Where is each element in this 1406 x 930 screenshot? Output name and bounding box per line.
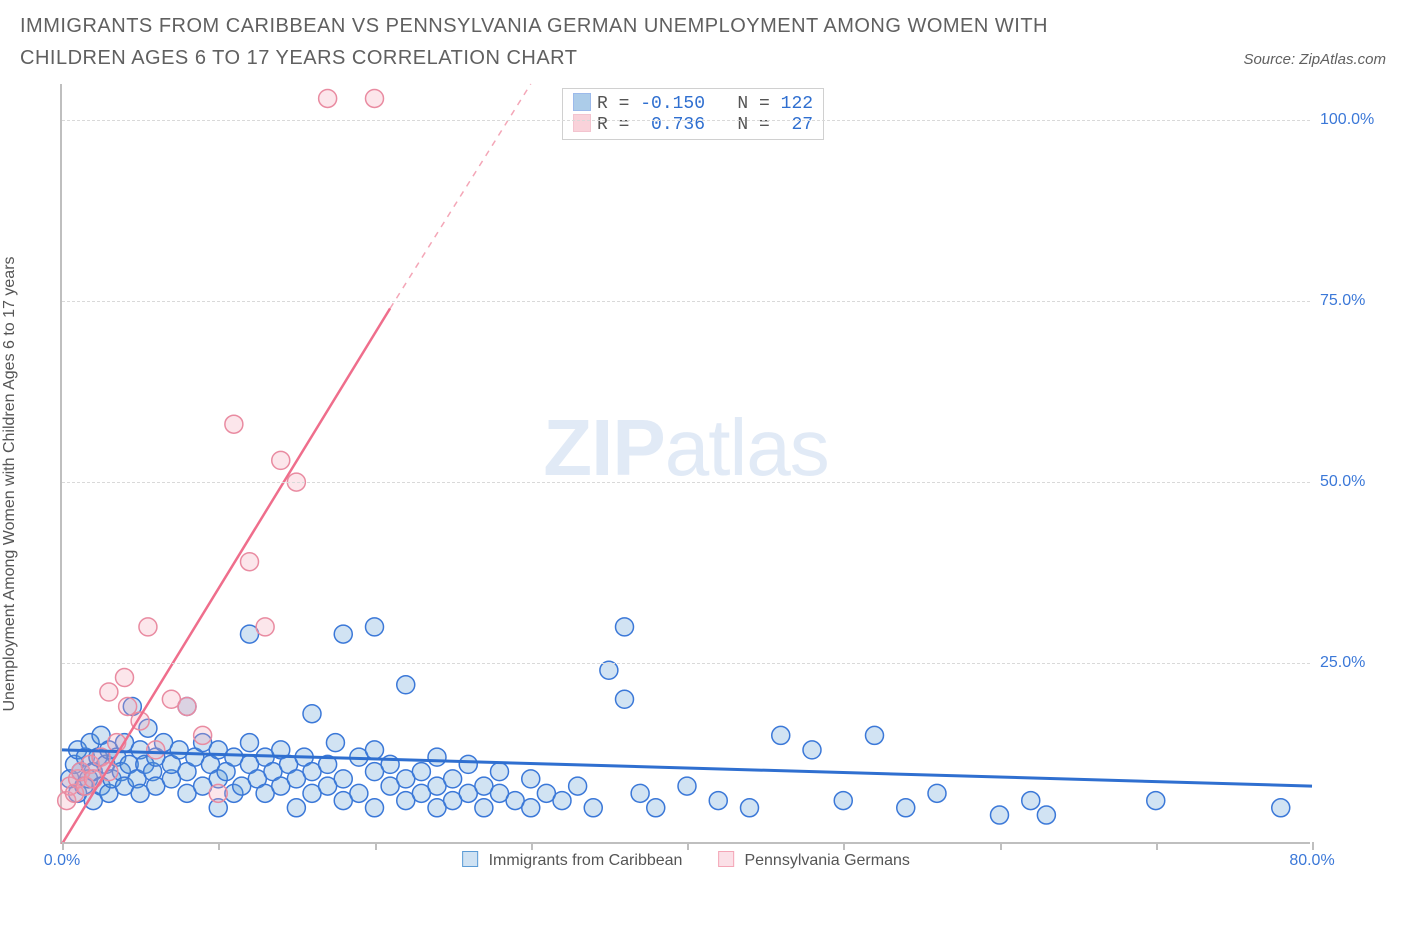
gridline: [62, 482, 1310, 483]
gridline: [62, 120, 1310, 121]
data-point: [897, 799, 915, 817]
data-point: [444, 770, 462, 788]
data-point: [616, 690, 634, 708]
stats-legend-row: R = -0.150 N = 122: [573, 93, 813, 114]
legend-swatch: [718, 851, 734, 867]
data-point: [647, 799, 665, 817]
data-point: [225, 415, 243, 433]
stats-legend-row: R = 0.736 N = 27: [573, 114, 813, 135]
x-tick-label: 80.0%: [1289, 852, 1334, 870]
data-point: [334, 770, 352, 788]
series-legend: Immigrants from Caribbean Pennsylvania G…: [462, 851, 910, 870]
data-point: [991, 806, 1009, 824]
data-point: [1147, 792, 1165, 810]
data-point: [194, 726, 212, 744]
x-tick: [843, 842, 845, 850]
y-tick-label: 100.0%: [1320, 111, 1380, 129]
data-point: [326, 734, 344, 752]
stats-legend: R = -0.150 N = 122R = 0.736 N = 27: [562, 88, 824, 140]
data-point: [256, 618, 274, 636]
scatter-svg: [62, 84, 1312, 844]
data-point: [1037, 806, 1055, 824]
data-point: [209, 784, 227, 802]
data-point: [741, 799, 759, 817]
stats-legend-text: R = 0.736 N = 27: [597, 115, 813, 135]
data-point: [319, 89, 337, 107]
legend-label: Immigrants from Caribbean: [484, 852, 718, 869]
data-point: [334, 625, 352, 643]
data-point: [178, 697, 196, 715]
trend-line-dashed: [390, 84, 531, 308]
data-point: [272, 451, 290, 469]
chart-title: IMMIGRANTS FROM CARIBBEAN VS PENNSYLVANI…: [20, 10, 1140, 74]
gridline: [62, 301, 1310, 302]
y-tick-label: 25.0%: [1320, 654, 1380, 672]
data-point: [412, 763, 430, 781]
data-point: [459, 755, 477, 773]
chart-area: Unemployment Among Women with Children A…: [20, 84, 1386, 884]
y-tick-label: 75.0%: [1320, 292, 1380, 310]
data-point: [366, 799, 384, 817]
data-point: [366, 741, 384, 759]
data-point: [584, 799, 602, 817]
legend-swatch: [462, 851, 478, 867]
gridline: [62, 663, 1310, 664]
data-point: [803, 741, 821, 759]
data-point: [678, 777, 696, 795]
source-label: Source: ZipAtlas.com: [1243, 51, 1386, 74]
plot-region: ZIPatlas R = -0.150 N = 122R = 0.736 N =…: [60, 84, 1310, 844]
data-point: [241, 553, 259, 571]
data-point: [116, 669, 134, 687]
data-point: [522, 799, 540, 817]
data-point: [475, 799, 493, 817]
x-tick: [62, 842, 64, 850]
header: IMMIGRANTS FROM CARIBBEAN VS PENNSYLVANI…: [0, 0, 1406, 74]
data-point: [397, 676, 415, 694]
data-point: [147, 741, 165, 759]
legend-label: Pennsylvania Germans: [740, 852, 910, 869]
data-point: [119, 697, 137, 715]
data-point: [772, 726, 790, 744]
data-point: [616, 618, 634, 636]
data-point: [569, 777, 587, 795]
data-point: [709, 792, 727, 810]
data-point: [866, 726, 884, 744]
data-point: [491, 763, 509, 781]
data-point: [139, 618, 157, 636]
y-tick-label: 50.0%: [1320, 473, 1380, 491]
data-point: [428, 748, 446, 766]
x-tick: [531, 842, 533, 850]
x-tick: [1156, 842, 1158, 850]
data-point: [631, 784, 649, 802]
x-tick: [1312, 842, 1314, 850]
data-point: [1022, 792, 1040, 810]
x-tick: [218, 842, 220, 850]
data-point: [834, 792, 852, 810]
data-point: [1272, 799, 1290, 817]
data-point: [350, 784, 368, 802]
data-point: [522, 770, 540, 788]
data-point: [553, 792, 571, 810]
x-tick: [687, 842, 689, 850]
data-point: [366, 89, 384, 107]
x-tick: [375, 842, 377, 850]
data-point: [100, 683, 118, 701]
x-tick-label: 0.0%: [44, 852, 80, 870]
data-point: [303, 705, 321, 723]
stats-legend-text: R = -0.150 N = 122: [597, 94, 813, 114]
data-point: [241, 734, 259, 752]
data-point: [928, 784, 946, 802]
data-point: [287, 799, 305, 817]
x-tick: [1000, 842, 1002, 850]
legend-swatch: [573, 93, 591, 111]
data-point: [366, 618, 384, 636]
legend-swatch: [573, 114, 591, 132]
y-axis-label: Unemployment Among Women with Children A…: [1, 256, 19, 711]
